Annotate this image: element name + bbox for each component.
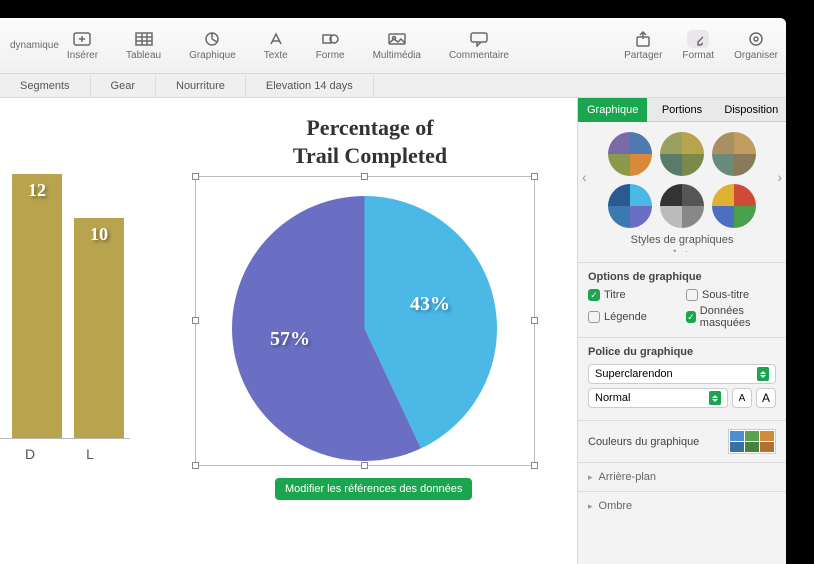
checkbox-icon: ✓ bbox=[686, 311, 696, 323]
bar-chart: 12 10 D L bbox=[0, 138, 130, 468]
toolbar-left-truncated: dynamique bbox=[8, 40, 59, 51]
pie-title-line2: Trail Completed bbox=[210, 142, 530, 170]
media-icon bbox=[386, 30, 408, 48]
chevron-right-icon: ▸ bbox=[588, 472, 593, 483]
canvas: 12 10 D L Percentage of Trail Completed bbox=[0, 98, 577, 564]
font-size-decrease-button[interactable]: A bbox=[732, 388, 752, 408]
plus-box-icon bbox=[71, 30, 93, 48]
font-style-select[interactable]: Normal bbox=[588, 388, 728, 408]
font-family-value: Superclarendon bbox=[595, 368, 673, 380]
styles-page-dots: • · bbox=[578, 246, 786, 256]
chart-font-section: Police du graphique Superclarendon Norma… bbox=[578, 337, 786, 420]
sheet-tab[interactable]: Segments bbox=[0, 74, 91, 97]
styles-prev-icon[interactable]: ‹ bbox=[582, 169, 587, 185]
styles-next-icon[interactable]: › bbox=[777, 169, 782, 185]
toolbar-forme-button[interactable]: Forme bbox=[316, 30, 345, 61]
bar-x-label-2: L bbox=[60, 446, 120, 462]
toolbar-texte-button[interactable]: Texte bbox=[264, 30, 288, 61]
format-inspector: GraphiquePortionsDisposition ‹ › Styles … bbox=[577, 98, 786, 564]
option-légende[interactable]: Légende bbox=[588, 305, 678, 329]
text-icon bbox=[265, 30, 287, 48]
bar-axis bbox=[0, 438, 130, 439]
bar-1-value: 12 bbox=[12, 180, 62, 201]
chart-style-thumb[interactable] bbox=[660, 184, 704, 228]
handle-tr[interactable] bbox=[531, 173, 538, 180]
toolbar-tableau-button[interactable]: Tableau bbox=[126, 30, 161, 61]
toolbar-organiser-button[interactable]: Organiser bbox=[734, 30, 778, 61]
sheet-tabs: SegmentsGearNourritureElevation 14 days bbox=[0, 74, 786, 98]
font-style-value: Normal bbox=[595, 392, 630, 404]
handle-bm[interactable] bbox=[361, 462, 368, 469]
chart-colors-swatches[interactable] bbox=[728, 429, 776, 454]
chevron-right-icon: ▸ bbox=[588, 501, 593, 512]
font-size-increase-button[interactable]: A bbox=[756, 388, 776, 408]
option-titre[interactable]: ✓Titre bbox=[588, 289, 678, 301]
handle-tl[interactable] bbox=[192, 173, 199, 180]
pie-icon bbox=[201, 30, 223, 48]
font-family-select[interactable]: Superclarendon bbox=[588, 364, 776, 384]
chart-style-thumb[interactable] bbox=[608, 184, 652, 228]
disclosure-arri-re-plan[interactable]: ▸Arrière-plan bbox=[578, 462, 786, 491]
pie-title-line1: Percentage of bbox=[210, 114, 530, 142]
organize-icon bbox=[745, 30, 767, 48]
sheet-tab[interactable]: Gear bbox=[91, 74, 156, 97]
toolbar-partager-button[interactable]: Partager bbox=[624, 30, 662, 61]
bar-x-labels: D L bbox=[0, 446, 130, 462]
handle-mr[interactable] bbox=[531, 317, 538, 324]
bar-2: 10 bbox=[74, 218, 124, 438]
checkbox-icon: ✓ bbox=[588, 289, 600, 301]
chart-style-thumb[interactable] bbox=[660, 132, 704, 176]
inspector-tabs: GraphiquePortionsDisposition bbox=[578, 98, 786, 122]
chart-styles-label: Styles de graphiques bbox=[578, 234, 786, 246]
handle-br[interactable] bbox=[531, 462, 538, 469]
brush-icon bbox=[687, 30, 709, 48]
toolbar-format-button[interactable]: Format bbox=[682, 30, 714, 61]
shape-icon bbox=[319, 30, 341, 48]
inspector-tab-graphique[interactable]: Graphique bbox=[578, 98, 647, 122]
option-données-masquées[interactable]: ✓Données masquées bbox=[686, 305, 776, 329]
chart-colors-section: Couleurs du graphique bbox=[578, 420, 786, 462]
chart-style-thumb[interactable] bbox=[712, 184, 756, 228]
toolbar-insérer-button[interactable]: Insérer bbox=[67, 30, 98, 61]
disclosure-ombre[interactable]: ▸Ombre bbox=[578, 491, 786, 520]
toolbar-commentaire-button[interactable]: Commentaire bbox=[449, 30, 509, 61]
edit-data-references-button[interactable]: Modifier les références des données bbox=[275, 478, 472, 500]
handle-bl[interactable] bbox=[192, 462, 199, 469]
chart-options-title: Options de graphique bbox=[588, 271, 776, 283]
checkbox-icon bbox=[588, 311, 600, 323]
toolbar-multimédia-button[interactable]: Multimédia bbox=[373, 30, 421, 61]
option-sous-titre[interactable]: Sous-titre bbox=[686, 289, 776, 301]
inspector-tab-disposition[interactable]: Disposition bbox=[717, 98, 786, 122]
pie-slice-2-label: 43% bbox=[410, 293, 450, 316]
inspector-tab-portions[interactable]: Portions bbox=[647, 98, 716, 122]
handle-ml[interactable] bbox=[192, 317, 199, 324]
chart-colors-label: Couleurs du graphique bbox=[588, 436, 699, 448]
chart-styles: ‹ › bbox=[578, 122, 786, 232]
pie-chart-title-wrap: Percentage of Trail Completed bbox=[210, 114, 530, 169]
handle-tm[interactable] bbox=[361, 173, 368, 180]
share-icon bbox=[632, 30, 654, 48]
chart-style-thumb[interactable] bbox=[608, 132, 652, 176]
chart-options-section: Options de graphique ✓Titre Sous-titre Lég… bbox=[578, 262, 786, 337]
chart-style-thumb[interactable] bbox=[712, 132, 756, 176]
chart-font-title: Police du graphique bbox=[588, 346, 776, 358]
toolbar-graphique-button[interactable]: Graphique bbox=[189, 30, 236, 61]
pie-slice-1-label: 57% bbox=[270, 328, 310, 351]
checkbox-icon bbox=[686, 289, 698, 301]
bar-2-value: 10 bbox=[74, 224, 124, 245]
bar-x-label-1: D bbox=[0, 446, 60, 462]
comment-icon bbox=[468, 30, 490, 48]
toolbar: dynamique Insérer Tableau Graphique Texte Fo… bbox=[0, 18, 786, 74]
sheet-tab[interactable]: Elevation 14 days bbox=[246, 74, 374, 97]
sheet-tab[interactable]: Nourriture bbox=[156, 74, 246, 97]
bar-1: 12 bbox=[12, 174, 62, 438]
table-icon bbox=[133, 30, 155, 48]
